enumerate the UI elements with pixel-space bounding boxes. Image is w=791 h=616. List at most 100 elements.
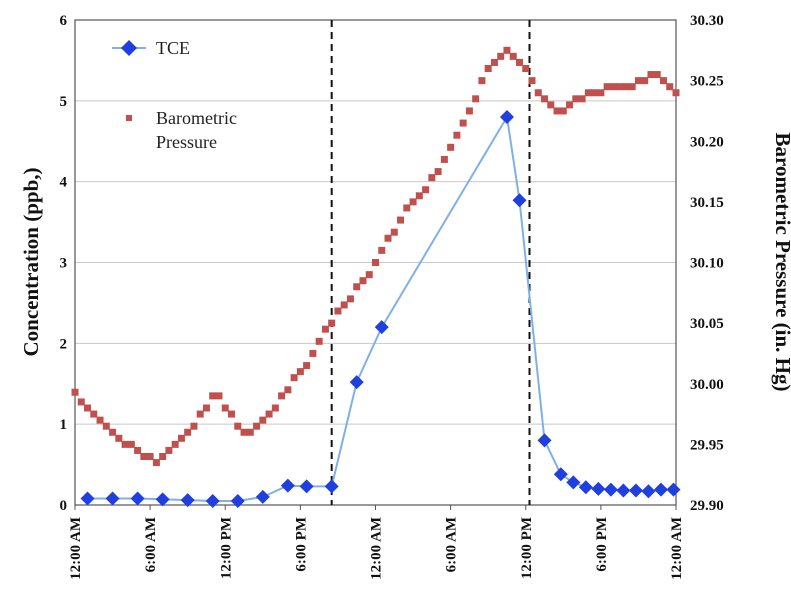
pressure-point xyxy=(428,174,436,182)
tce-point xyxy=(280,478,295,493)
right-tick-label: 30.25 xyxy=(690,74,724,90)
pressure-point xyxy=(102,422,110,430)
legend-pressure-label-line: Barometric xyxy=(156,108,237,128)
pressure-point xyxy=(284,386,292,394)
left-axis-ticks: 0 1 2 3 4 5 6 xyxy=(60,13,68,514)
legend-pressure-label: Barometric Pressure xyxy=(156,108,237,152)
pressure-point xyxy=(246,428,254,436)
barometric-pressure-series xyxy=(71,46,680,467)
pressure-point xyxy=(653,71,661,79)
left-tick-label: 4 xyxy=(60,175,68,191)
x-tick-label: 12:00 AM xyxy=(369,517,385,580)
tce-series xyxy=(80,110,681,508)
pressure-point xyxy=(528,77,536,85)
pressure-point xyxy=(146,453,154,460)
right-tick-label: 30.15 xyxy=(690,195,724,211)
pressure-point xyxy=(127,440,135,448)
pressure-point xyxy=(378,246,386,254)
pressure-point xyxy=(559,107,567,115)
pressure-point xyxy=(434,168,442,176)
pressure-point xyxy=(591,89,599,97)
pressure-point xyxy=(90,410,98,418)
legend-tce-marker xyxy=(121,40,137,56)
pressure-point xyxy=(96,416,104,424)
x-tick-label: 12:00 PM xyxy=(218,517,234,579)
pressure-point xyxy=(309,349,317,357)
pressure-point xyxy=(296,368,304,376)
vertical-markers xyxy=(330,20,531,505)
pressure-point xyxy=(409,198,417,206)
tce-point xyxy=(553,467,568,482)
pressure-point xyxy=(202,404,210,412)
pressure-point xyxy=(534,89,542,97)
pressure-point xyxy=(647,71,655,79)
pressure-point xyxy=(447,143,455,151)
x-axis-ticks: 12:00 AM 6:00 AM 12:00 PM 6:00 PM 12:00 AM 6:… xyxy=(68,505,685,580)
pressure-point xyxy=(609,83,617,91)
pressure-point xyxy=(440,155,448,163)
pressure-point xyxy=(372,259,379,266)
pressure-point xyxy=(215,392,223,400)
pressure-point xyxy=(265,410,273,418)
pressure-point xyxy=(221,404,229,412)
tce-point xyxy=(105,491,120,506)
pressure-point xyxy=(365,271,373,279)
pressure-point xyxy=(641,77,649,85)
pressure-point xyxy=(634,77,642,85)
tce-point xyxy=(80,491,95,506)
x-tick-label: 12:00 PM xyxy=(519,517,535,579)
pressure-point xyxy=(359,277,367,285)
tce-point xyxy=(653,482,668,497)
right-tick-label: 29.95 xyxy=(690,437,724,453)
tce-point xyxy=(349,375,364,390)
pressure-point xyxy=(184,428,192,436)
tce-point xyxy=(205,493,220,508)
tce-point xyxy=(578,480,593,495)
tce-point xyxy=(374,320,389,335)
pressure-point xyxy=(228,410,236,418)
tce-point xyxy=(255,489,270,504)
pressure-point xyxy=(541,95,549,103)
pressure-point xyxy=(572,95,580,103)
x-tick-label: 6:00 AM xyxy=(143,517,159,572)
pressure-point xyxy=(415,192,423,200)
left-tick-label: 2 xyxy=(60,336,68,352)
pressure-point xyxy=(490,58,498,66)
pressure-point xyxy=(328,319,336,327)
pressure-point xyxy=(509,52,517,60)
pressure-point xyxy=(271,404,279,412)
tce-point xyxy=(641,484,656,499)
pressure-point xyxy=(177,434,185,442)
pressure-point xyxy=(603,83,611,91)
pressure-point xyxy=(315,337,323,345)
pressure-point xyxy=(290,374,298,382)
legend-pressure-marker xyxy=(126,115,132,121)
pressure-point xyxy=(209,392,217,400)
pressure-point xyxy=(666,83,674,91)
pressure-point xyxy=(453,131,461,139)
right-tick-label: 29.90 xyxy=(690,498,724,514)
tce-point xyxy=(603,482,618,497)
pressure-point xyxy=(522,65,530,72)
x-tick-label: 6:00 PM xyxy=(594,517,610,572)
pressure-point xyxy=(84,404,92,412)
pressure-point xyxy=(515,58,523,66)
tce-point xyxy=(666,482,681,497)
pressure-point xyxy=(115,434,123,442)
right-axis-title: Barometric Pressure (in. Hg) xyxy=(771,133,791,392)
tce-point xyxy=(230,493,245,508)
tce-point xyxy=(566,475,581,490)
pressure-point xyxy=(171,440,179,448)
pressure-point xyxy=(672,89,680,97)
pressure-point xyxy=(240,428,248,436)
pressure-point xyxy=(259,416,267,424)
pressure-point xyxy=(472,95,480,103)
tce-point xyxy=(155,492,170,507)
pressure-point xyxy=(384,234,392,242)
right-tick-label: 30.30 xyxy=(690,13,724,29)
pressure-point xyxy=(553,107,561,115)
x-tick-label: 6:00 AM xyxy=(444,517,460,572)
pressure-point xyxy=(478,77,486,85)
tce-point xyxy=(499,110,514,124)
